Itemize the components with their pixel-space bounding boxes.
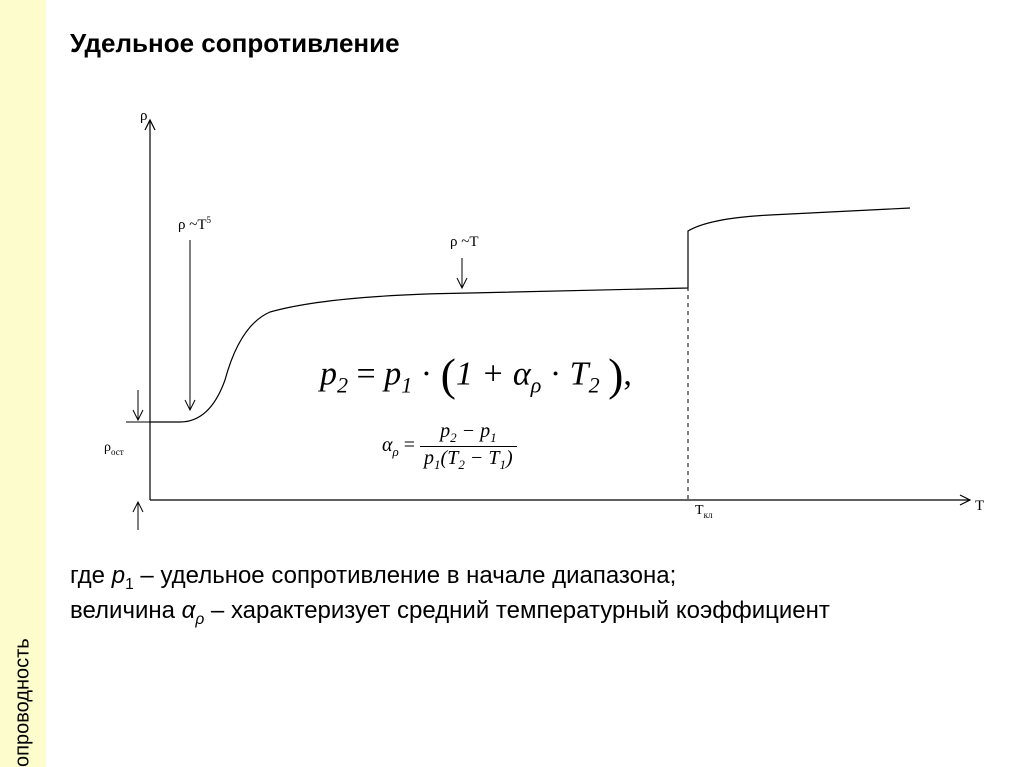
desc-var1: p (112, 562, 125, 589)
f-p2-sub: 2 (337, 372, 348, 397)
f-p1-sub: 1 (401, 372, 412, 397)
sidebar: Электропроводность (0, 0, 46, 767)
formula-alpha-def: αρ = p2 − p1 p1(T2 − T1) (382, 420, 517, 473)
desc-var1-sub: 1 (125, 576, 134, 593)
f-alpha: α (513, 356, 531, 393)
x-axis-label: T (975, 498, 984, 515)
annot-t5-sup: 5 (207, 215, 212, 225)
description-text: где p1 – удельное сопротивление в начале… (70, 560, 984, 630)
f-p2: p (320, 356, 337, 393)
desc-post1: – удельное сопротивление в начале диапаз… (140, 562, 676, 589)
f-comma: , (623, 356, 632, 393)
chart-svg (70, 100, 1000, 530)
f-alpha-sub: ρ (531, 372, 542, 397)
desc-var2: α (182, 597, 196, 624)
content-area: Удельное сопротивление (46, 0, 1024, 767)
desc-pre2: величина (70, 597, 182, 624)
annot-t5: ρ ~T5 (178, 215, 211, 234)
sidebar-label: Электропроводность (12, 638, 35, 767)
page-title: Удельное сопротивление (70, 28, 400, 59)
annot-t: ρ ~T (450, 234, 479, 251)
t-kl-label: Tкл (695, 503, 713, 520)
rho-ost-label: ρост (104, 440, 124, 457)
f-t2: T (570, 356, 589, 393)
desc-pre1: где (70, 562, 112, 589)
desc-post2: – характеризует средний температурный ко… (211, 597, 830, 624)
annot-t-text: ρ ~T (450, 234, 479, 250)
f-t2-sub: 2 (589, 372, 600, 397)
y-axis-label: ρ (140, 108, 148, 125)
f2-alpha: α (382, 434, 393, 456)
desc-var2-sub: ρ (195, 611, 204, 628)
annot-t5-text: ρ ~T (178, 217, 207, 233)
f2-alpha-sub: ρ (393, 444, 399, 459)
slide-page: Электропроводность Удельное сопротивлени… (0, 0, 1024, 767)
f-p1: p (384, 356, 401, 393)
formula-main: p2 = p1 · (1 + αρ · T2 ), (320, 348, 632, 401)
resistivity-chart: ρ T ρост Tкл ρ ~T5 ρ ~T p2 = p1 · (1 + α… (70, 100, 1000, 530)
